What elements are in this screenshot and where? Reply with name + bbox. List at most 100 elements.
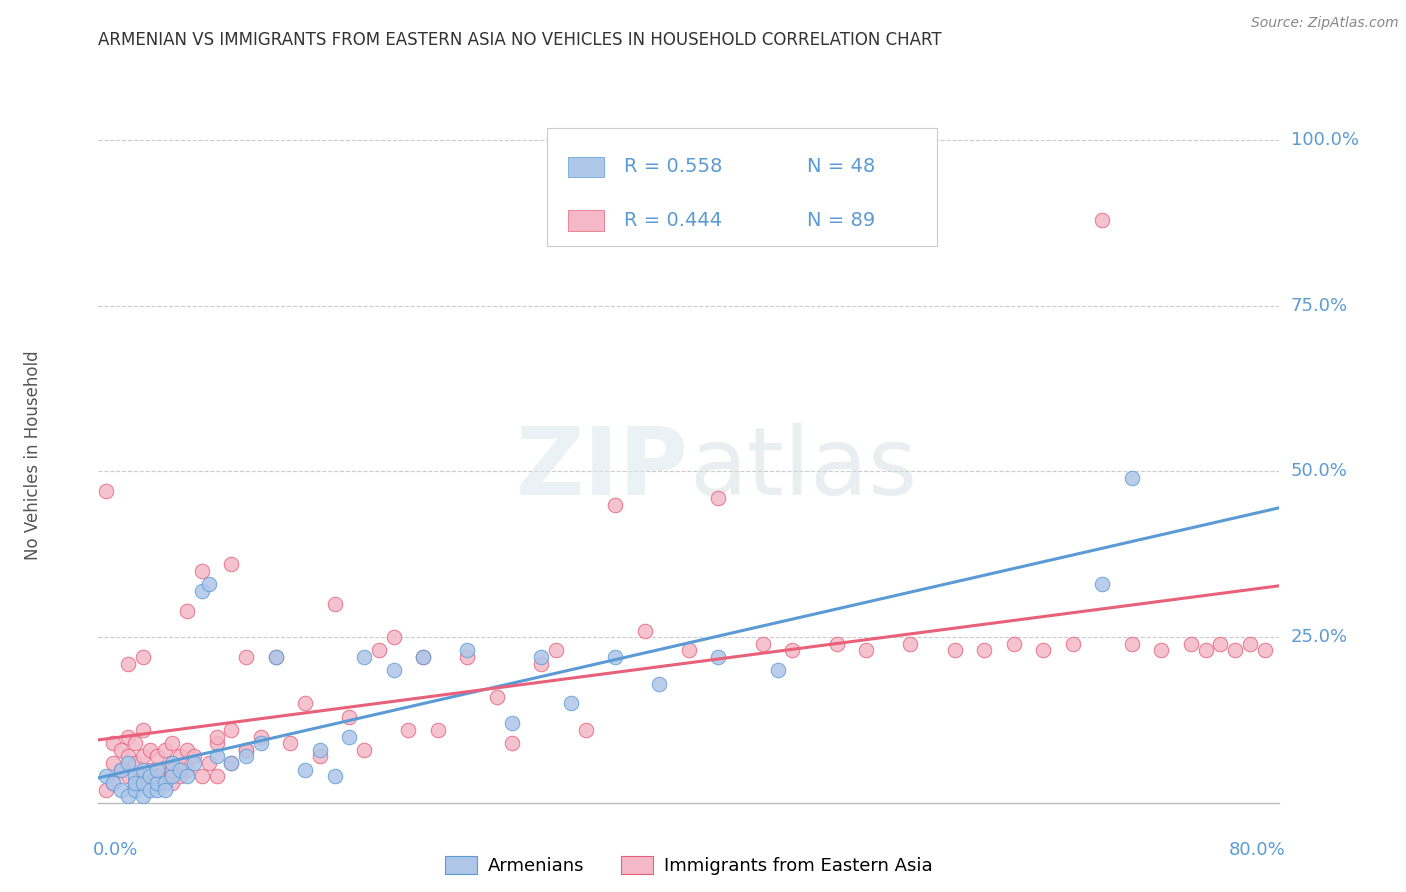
Point [501,716,523,731]
Point [191,564,214,578]
Point [1091,212,1114,227]
Point [323,597,346,611]
Point [124,776,146,790]
Point [110,763,132,777]
Point [110,763,132,777]
Point [169,749,191,764]
FancyBboxPatch shape [568,156,605,178]
Point [560,697,582,711]
Point [103,776,125,790]
Point [456,650,478,665]
Point [153,743,176,757]
Point [309,743,332,757]
Text: 50.0%: 50.0% [1291,462,1347,481]
Point [117,730,139,744]
Point [648,676,671,690]
Point [146,782,169,797]
Text: atlas: atlas [689,423,917,515]
Point [605,650,627,665]
Point [205,736,228,750]
Text: R = 0.444: R = 0.444 [624,211,723,229]
Text: N = 89: N = 89 [807,211,876,229]
Point [1180,637,1202,651]
Point [278,736,302,750]
Point [250,730,273,744]
Point [855,643,877,657]
Text: Source: ZipAtlas.com: Source: ZipAtlas.com [1251,16,1399,30]
Point [183,756,205,770]
Point [176,743,198,757]
Point [219,723,242,737]
Point [544,643,567,657]
Point [132,776,155,790]
Point [943,643,966,657]
Text: 25.0%: 25.0% [1291,628,1348,646]
Point [153,776,176,790]
Point [707,650,730,665]
Point [132,769,155,783]
Point [94,782,117,797]
Point [412,650,434,665]
Point [1091,577,1114,591]
Point [382,663,405,677]
Point [323,769,346,783]
Point [530,650,553,665]
Point [900,637,922,651]
Point [139,769,162,783]
Point [146,769,169,783]
Point [1002,637,1025,651]
Point [132,763,155,777]
Point [501,736,523,750]
Point [169,763,191,777]
Point [139,763,162,777]
Text: N = 48: N = 48 [807,158,876,177]
Point [412,650,434,665]
Point [353,650,375,665]
Point [191,769,214,783]
Point [198,577,221,591]
Point [153,763,176,777]
Point [456,643,478,657]
Point [1195,643,1218,657]
Point [117,769,139,783]
Point [103,756,125,770]
Point [146,763,169,777]
Point [132,723,155,737]
Point [198,756,221,770]
Point [250,736,273,750]
Point [530,657,553,671]
Point [766,663,789,677]
Point [633,624,655,638]
Text: 100.0%: 100.0% [1291,131,1358,149]
Point [94,484,117,499]
Point [117,657,139,671]
Point [1032,643,1054,657]
Point [751,637,773,651]
Point [124,769,146,783]
Point [1121,637,1143,651]
Point [605,498,627,512]
Point [132,749,155,764]
Point [162,769,183,783]
Point [1239,637,1261,651]
Point [235,650,257,665]
Point [124,776,146,790]
Point [1121,471,1143,485]
Point [1223,643,1246,657]
Point [132,789,155,804]
Point [235,743,257,757]
Point [264,650,287,665]
Point [1209,637,1232,651]
Legend: Armenians, Immigrants from Eastern Asia: Armenians, Immigrants from Eastern Asia [436,847,942,884]
Point [117,749,139,764]
Point [294,763,316,777]
Point [191,583,214,598]
Point [183,749,205,764]
Point [1150,643,1173,657]
Point [205,730,228,744]
Point [825,637,848,651]
Point [219,756,242,770]
Point [678,643,700,657]
Point [176,604,198,618]
Point [124,782,146,797]
